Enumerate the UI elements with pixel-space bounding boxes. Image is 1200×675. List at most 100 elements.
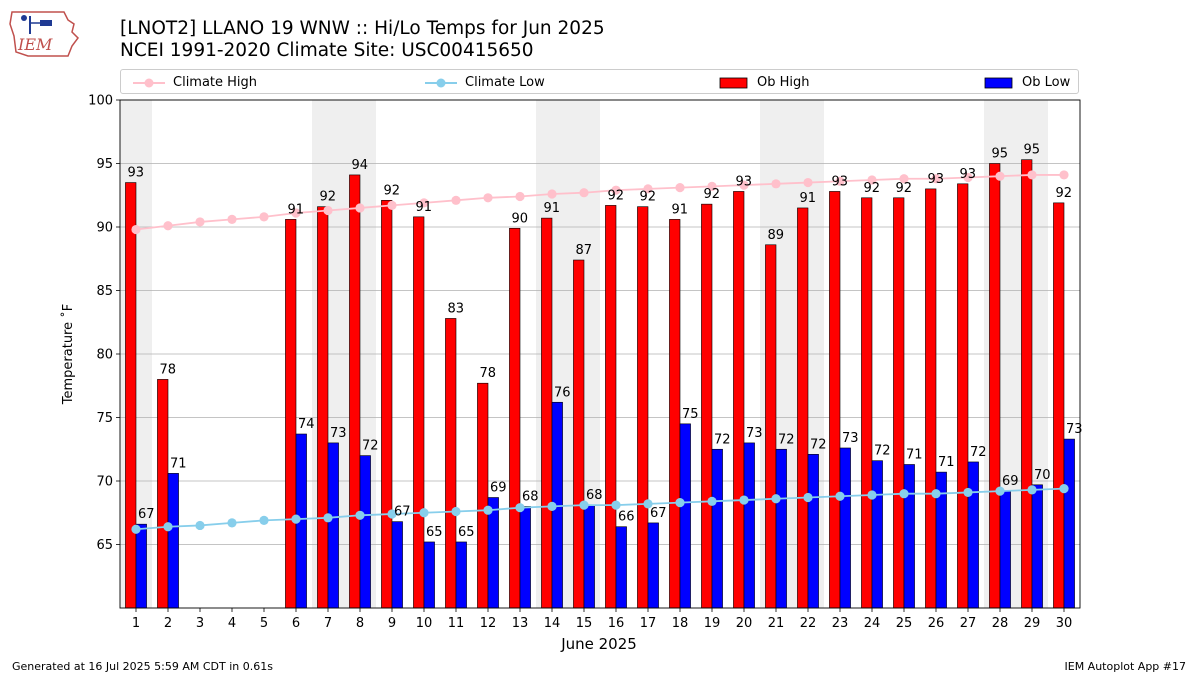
ob-high-bar <box>573 259 585 609</box>
ob-high-swatch-icon <box>719 77 748 88</box>
climate-high-point <box>483 193 493 203</box>
ob-low-value-label: 66 <box>618 510 635 525</box>
ob-high-value-label: 93 <box>927 172 944 187</box>
climate-low-point <box>515 503 525 513</box>
ob-low-bar <box>999 490 1011 609</box>
ob-high-value-label: 92 <box>319 190 336 205</box>
x-tick-label: 6 <box>292 616 300 631</box>
ob-low-swatch-icon <box>984 77 1013 88</box>
chart-title-line1: [LNOT2] LLANO 19 WNW :: Hi/Lo Temps for … <box>120 18 605 39</box>
ob-low-value-label: 72 <box>970 445 987 460</box>
ob-high-value-label: 93 <box>959 167 976 182</box>
ob-low-value-label: 71 <box>170 456 187 471</box>
x-tick-label: 13 <box>512 616 529 631</box>
ob-high-bar <box>509 227 521 609</box>
climate-low-point <box>547 501 557 511</box>
plot-frame <box>119 99 1081 609</box>
legend-item-ob-high: Ob High <box>719 70 810 95</box>
y-tick-label: 65 <box>96 538 113 553</box>
y-tick-label: 100 <box>88 94 113 109</box>
x-tick-label: 29 <box>1024 616 1041 631</box>
y-tick-label: 75 <box>96 411 113 426</box>
ob-low-bar <box>167 473 179 609</box>
ob-low-value-label: 72 <box>714 432 731 447</box>
climate-low-point <box>611 500 621 510</box>
climate-low-point <box>483 505 493 515</box>
ob-high-value-label: 92 <box>639 190 656 205</box>
ob-low-bar <box>359 455 371 609</box>
climate-high-point <box>451 195 461 205</box>
ob-low-value-label: 72 <box>362 439 379 454</box>
ob-low-value-label: 75 <box>682 407 699 422</box>
ob-low-bar <box>967 461 979 609</box>
legend-label-ob-high: Ob High <box>757 75 810 90</box>
ob-low-bar <box>327 442 339 609</box>
footer-generated: Generated at 16 Jul 2025 5:59 AM CDT in … <box>12 660 273 673</box>
x-tick-label: 11 <box>448 616 465 631</box>
legend-item-climate-low: Climate Low <box>423 70 545 95</box>
climate-low-point <box>579 500 589 510</box>
x-tick-label: 21 <box>768 616 785 631</box>
x-tick-label: 24 <box>864 616 881 631</box>
ob-low-bar <box>455 541 467 609</box>
x-tick-label: 14 <box>544 616 561 631</box>
y-tick-label: 70 <box>96 475 113 490</box>
ob-high-value-label: 93 <box>127 166 144 181</box>
climate-low-point <box>867 490 877 500</box>
climate-high-point <box>707 181 717 191</box>
x-axis-label: June 2025 <box>560 635 637 653</box>
ob-low-value-label: 65 <box>426 525 443 540</box>
climate-high-point <box>291 208 301 218</box>
ob-high-value-label: 92 <box>383 183 400 198</box>
ob-high-bar <box>637 206 649 609</box>
chart-legend: Climate High Climate Low Ob High Ob Low <box>120 69 1079 94</box>
x-tick-label: 22 <box>800 616 817 631</box>
ob-high-bar <box>285 219 297 609</box>
ob-low-value-label: 73 <box>746 426 763 441</box>
legend-item-climate-high: Climate High <box>131 70 257 95</box>
x-tick-label: 19 <box>704 616 721 631</box>
climate-low-point <box>931 489 941 499</box>
ob-high-bar <box>541 217 553 609</box>
climate-high-point <box>355 203 365 213</box>
chart-title-line2: NCEI 1991-2020 Climate Site: USC00415650 <box>120 40 534 61</box>
x-tick-label: 9 <box>388 616 396 631</box>
x-tick-label: 1 <box>132 616 140 631</box>
ob-high-value-label: 89 <box>767 228 784 243</box>
x-tick-label: 28 <box>992 616 1009 631</box>
ob-low-bar <box>743 442 755 609</box>
ob-high-bar <box>1021 159 1033 609</box>
x-tick-label: 16 <box>608 616 625 631</box>
ob-low-bar <box>1063 438 1075 609</box>
ob-high-value-label: 91 <box>543 201 560 216</box>
ob-high-value-label: 78 <box>479 366 496 381</box>
climate-low-point <box>195 520 205 531</box>
ob-high-bar <box>413 216 425 609</box>
climate-low-point <box>835 491 845 501</box>
ob-low-value-label: 68 <box>586 488 603 503</box>
ob-high-bar <box>957 183 969 609</box>
ob-high-bar <box>989 163 1001 609</box>
climate-low-point <box>259 515 269 525</box>
ob-high-bar <box>733 191 745 609</box>
ob-high-bar <box>893 197 905 609</box>
ob-low-bar <box>391 521 403 609</box>
x-tick-label: 15 <box>576 616 593 631</box>
chart-title: [LNOT2] LLANO 19 WNW :: Hi/Lo Temps for … <box>120 18 605 62</box>
ob-high-bar <box>765 244 777 609</box>
ob-high-bar <box>925 188 937 609</box>
ob-low-bar <box>423 541 435 609</box>
climate-low-point <box>131 524 141 534</box>
ob-high-bar <box>861 197 873 609</box>
climate-low-line-icon <box>425 78 457 87</box>
ob-low-bar <box>519 506 531 609</box>
y-tick-label: 95 <box>96 157 113 172</box>
ob-low-value-label: 69 <box>1002 474 1019 489</box>
climate-high-point <box>803 177 813 188</box>
climate-low-line <box>135 487 1065 531</box>
climate-low-point <box>451 506 461 517</box>
ob-high-bar <box>669 219 681 609</box>
iowa-state-outline <box>9 11 79 57</box>
climate-high-point <box>931 174 941 184</box>
ob-low-bar <box>135 523 147 609</box>
